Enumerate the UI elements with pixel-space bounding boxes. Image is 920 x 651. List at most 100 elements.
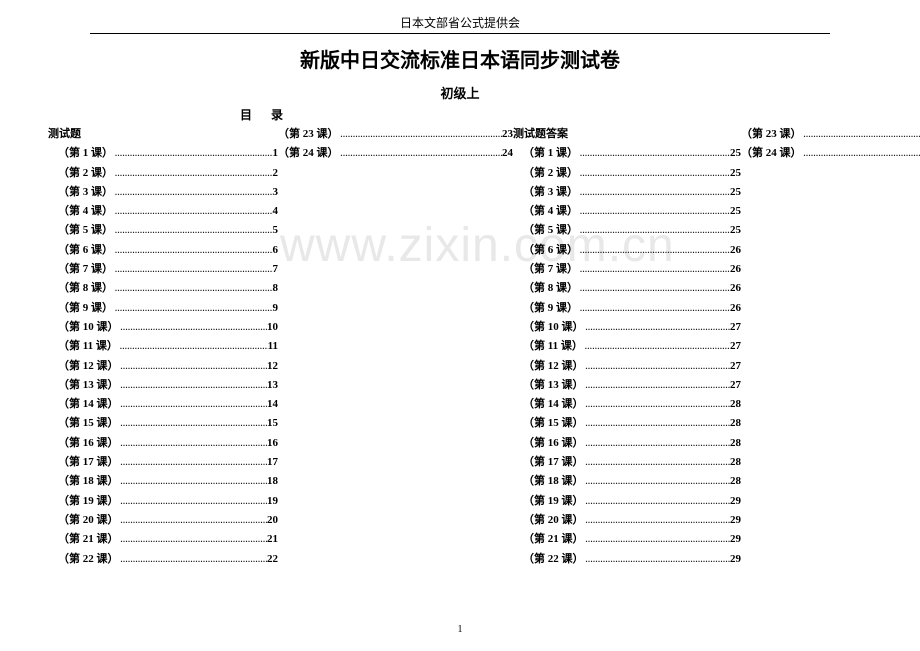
- toc-label: （第 8 课）: [58, 279, 113, 295]
- toc-row: （第 3 课）.................................…: [513, 183, 741, 202]
- header-provider: 日本文部省公式提供会: [0, 0, 920, 31]
- toc-row: （第 18 课）................................…: [513, 472, 741, 491]
- toc-page: 29: [730, 495, 741, 507]
- toc-label: （第 14 课）: [58, 395, 119, 411]
- toc-row: （第 9 课）.................................…: [513, 299, 741, 318]
- toc-dots: ........................................…: [584, 458, 731, 467]
- toc-label: （第 6 课）: [58, 241, 113, 257]
- toc-page: 22: [267, 553, 278, 565]
- toc-dots: ........................................…: [118, 342, 268, 351]
- toc-row: （第 5 课）.................................…: [48, 221, 278, 240]
- toc-dots: ........................................…: [802, 149, 920, 158]
- toc-dots: ........................................…: [119, 439, 268, 448]
- toc-dots: ........................................…: [584, 516, 731, 525]
- toc-page: 27: [730, 340, 741, 352]
- toc-dots: ........................................…: [113, 284, 273, 293]
- toc-row: （第 18 课）................................…: [48, 472, 278, 491]
- toc-dots: ........................................…: [339, 130, 503, 139]
- toc-dots: ........................................…: [119, 419, 268, 428]
- toc-label: （第 22 课）: [58, 550, 119, 566]
- toc-page: 21: [267, 533, 278, 545]
- toc-label: （第 22 课）: [523, 550, 584, 566]
- toc-heading: 目 录: [240, 106, 920, 123]
- toc-dots: ........................................…: [584, 535, 731, 544]
- toc-label: （第 10 课）: [58, 318, 119, 334]
- toc-dots: ........................................…: [119, 381, 268, 390]
- toc-row: （第 16 课）................................…: [48, 434, 278, 453]
- toc-row: （第 19 课）................................…: [48, 492, 278, 511]
- toc-page: 29: [730, 533, 741, 545]
- toc-row: （第 1 课）.................................…: [48, 144, 278, 163]
- toc-dots: ........................................…: [584, 362, 731, 371]
- toc-page: 28: [730, 475, 741, 487]
- toc-content: 测试题（第 1 课）..............................…: [0, 125, 920, 569]
- toc-page: 26: [730, 302, 741, 314]
- toc-page: 25: [730, 167, 741, 179]
- toc-label: （第 15 课）: [523, 414, 584, 430]
- toc-dots: ........................................…: [113, 188, 273, 197]
- toc-label: （第 15 课）: [58, 414, 119, 430]
- toc-row: （第 11 课）................................…: [48, 337, 278, 356]
- toc-row: （第 24 课）................................…: [278, 144, 513, 163]
- toc-page: 15: [267, 417, 278, 429]
- toc-dots: ........................................…: [119, 323, 268, 332]
- toc-page: 23: [502, 128, 513, 140]
- toc-dots: ........................................…: [584, 400, 731, 409]
- toc-page: 20: [267, 514, 278, 526]
- toc-label: （第 4 课）: [58, 202, 113, 218]
- toc-row: （第 21 课）................................…: [48, 530, 278, 549]
- toc-label: （第 7 课）: [523, 260, 578, 276]
- page-subtitle: 初级上: [0, 83, 920, 102]
- toc-page: 28: [730, 398, 741, 410]
- toc-page: 25: [730, 205, 741, 217]
- toc-row: （第 7 课）.................................…: [513, 260, 741, 279]
- toc-row: （第 4 课）.................................…: [48, 202, 278, 221]
- toc-label: （第 24 课）: [741, 144, 802, 160]
- toc-label: （第 18 课）: [58, 472, 119, 488]
- toc-label: （第 3 课）: [523, 183, 578, 199]
- toc-column-4: （第 23 课）................................…: [741, 125, 920, 569]
- toc-label: （第 11 课）: [58, 337, 118, 353]
- toc-dots: ........................................…: [113, 169, 273, 178]
- toc-label: （第 16 课）: [58, 434, 119, 450]
- toc-page: 26: [730, 263, 741, 275]
- toc-page: 13: [267, 379, 278, 391]
- toc-label: （第 7 课）: [58, 260, 113, 276]
- toc-row: （第 14 课）................................…: [513, 395, 741, 414]
- toc-row: （第 22 课）................................…: [513, 550, 741, 569]
- toc-label: （第 18 课）: [523, 472, 584, 488]
- toc-label: （第 10 课）: [523, 318, 584, 334]
- toc-dots: ........................................…: [113, 304, 273, 313]
- toc-label: （第 1 课）: [523, 144, 578, 160]
- page-title: 新版中日交流标准日本语同步测试卷: [0, 44, 920, 73]
- toc-dots: ........................................…: [119, 362, 268, 371]
- toc-row: （第 8 课）.................................…: [48, 279, 278, 298]
- toc-dots: ........................................…: [583, 342, 730, 351]
- toc-dots: ........................................…: [584, 477, 731, 486]
- toc-row: （第 23 课）................................…: [741, 125, 920, 144]
- toc-column-2: （第 23 课）................................…: [278, 125, 513, 569]
- toc-row: （第 12 课）................................…: [513, 357, 741, 376]
- toc-dots: ........................................…: [113, 265, 273, 274]
- section-questions: 测试题: [48, 125, 278, 144]
- toc-label: （第 12 课）: [58, 357, 119, 373]
- toc-dots: ........................................…: [119, 535, 268, 544]
- toc-page: 28: [730, 437, 741, 449]
- toc-dots: ........................................…: [584, 323, 731, 332]
- toc-label: （第 19 课）: [58, 492, 119, 508]
- toc-row: （第 16 课）................................…: [513, 434, 741, 453]
- toc-label: （第 5 课）: [58, 221, 113, 237]
- toc-row: （第 6 课）.................................…: [513, 241, 741, 260]
- toc-label: （第 13 课）: [58, 376, 119, 392]
- toc-row: （第 14 课）................................…: [48, 395, 278, 414]
- toc-page: 27: [730, 379, 741, 391]
- toc-row: （第 7 课）.................................…: [48, 260, 278, 279]
- toc-label: （第 19 课）: [523, 492, 584, 508]
- toc-row: （第 22 课）................................…: [48, 550, 278, 569]
- toc-dots: ........................................…: [584, 439, 731, 448]
- toc-column-3: 测试题答案（第 1 课）............................…: [513, 125, 741, 569]
- toc-label: （第 12 课）: [523, 357, 584, 373]
- toc-row: （第 24 课）................................…: [741, 144, 920, 163]
- toc-page: 14: [267, 398, 278, 410]
- toc-page: 26: [730, 244, 741, 256]
